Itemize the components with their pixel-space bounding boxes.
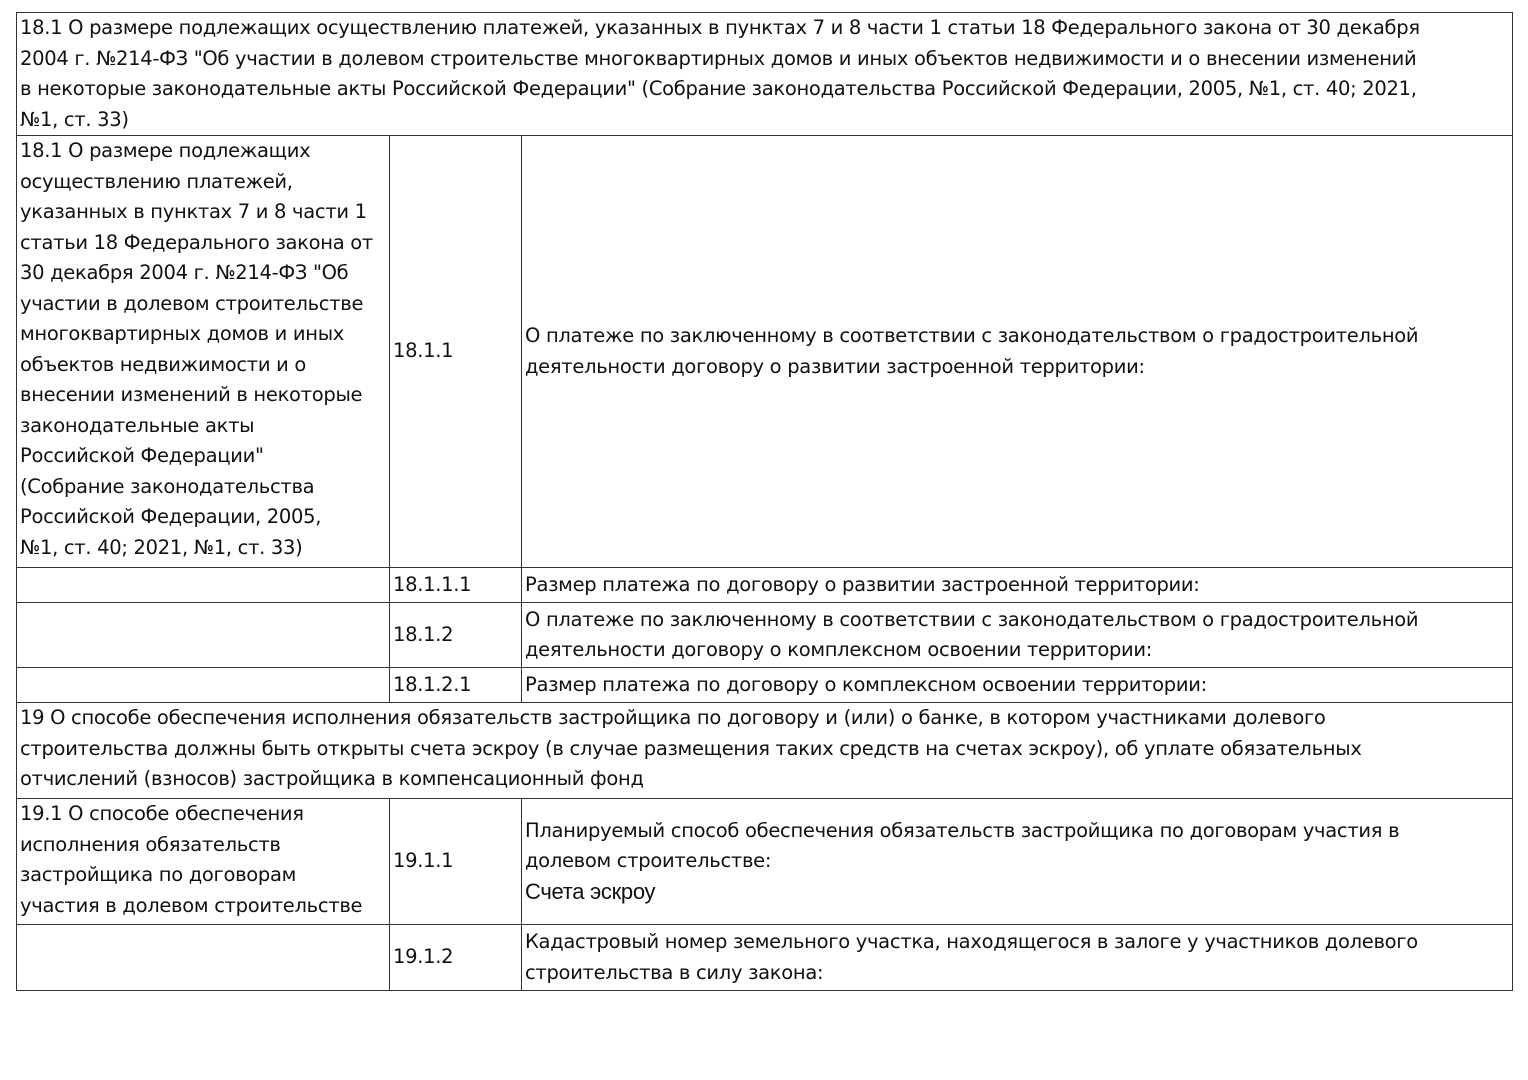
table-row: 18.1 О размере подлежащих осуществлению … <box>16 135 1513 568</box>
section-header-19: 19 О способе обеспечения исполнения обяз… <box>16 702 1513 799</box>
field-value: Счета эскроу <box>525 878 656 904</box>
code-cell: 18.1.1.1 <box>389 567 522 603</box>
table-row: 19.1 О способе обеспечения исполнения об… <box>16 798 1513 925</box>
table-row: 19.1.2 Кадастровый номер земельного учас… <box>16 924 1513 991</box>
text-cell: Размер платежа по договору о комплексном… <box>521 667 1513 703</box>
code-cell: 19.1.1 <box>389 798 522 925</box>
code-cell: 18.1.2 <box>389 602 522 668</box>
section-header-row: 19 О способе обеспечения исполнения обяз… <box>16 702 1513 799</box>
section-cell <box>16 924 390 991</box>
code-cell: 18.1.1 <box>389 135 522 568</box>
section-cell <box>16 667 390 703</box>
disclosure-table: 18.1 О размере подлежащих осуществлению … <box>16 12 1513 991</box>
text-cell: Кадастровый номер земельного участка, на… <box>521 924 1513 991</box>
section-header-18-1: 18.1 О размере подлежащих осуществлению … <box>16 12 1513 136</box>
table-row: 18.1.1.1 Размер платежа по договору о ра… <box>16 567 1513 603</box>
code-cell: 19.1.2 <box>389 924 522 991</box>
section-cell <box>16 567 390 603</box>
table-row: 18.1.2 О платеже по заключенному в соотв… <box>16 602 1513 668</box>
text-cell: Планируемый способ обеспечения обязатель… <box>521 798 1513 925</box>
text-cell: Размер платежа по договору о развитии за… <box>521 567 1513 603</box>
section-cell: 18.1 О размере подлежащих осуществлению … <box>16 135 390 568</box>
section-header-row: 18.1 О размере подлежащих осуществлению … <box>16 12 1513 136</box>
text-cell: О платеже по заключенному в соответствии… <box>521 602 1513 668</box>
field-label: Планируемый способ обеспечения обязатель… <box>525 818 1400 873</box>
code-cell: 18.1.2.1 <box>389 667 522 703</box>
text-cell: О платеже по заключенному в соответствии… <box>521 135 1513 568</box>
section-cell <box>16 602 390 668</box>
section-cell: 19.1 О способе обеспечения исполнения об… <box>16 798 390 925</box>
table-row: 18.1.2.1 Размер платежа по договору о ко… <box>16 667 1513 703</box>
